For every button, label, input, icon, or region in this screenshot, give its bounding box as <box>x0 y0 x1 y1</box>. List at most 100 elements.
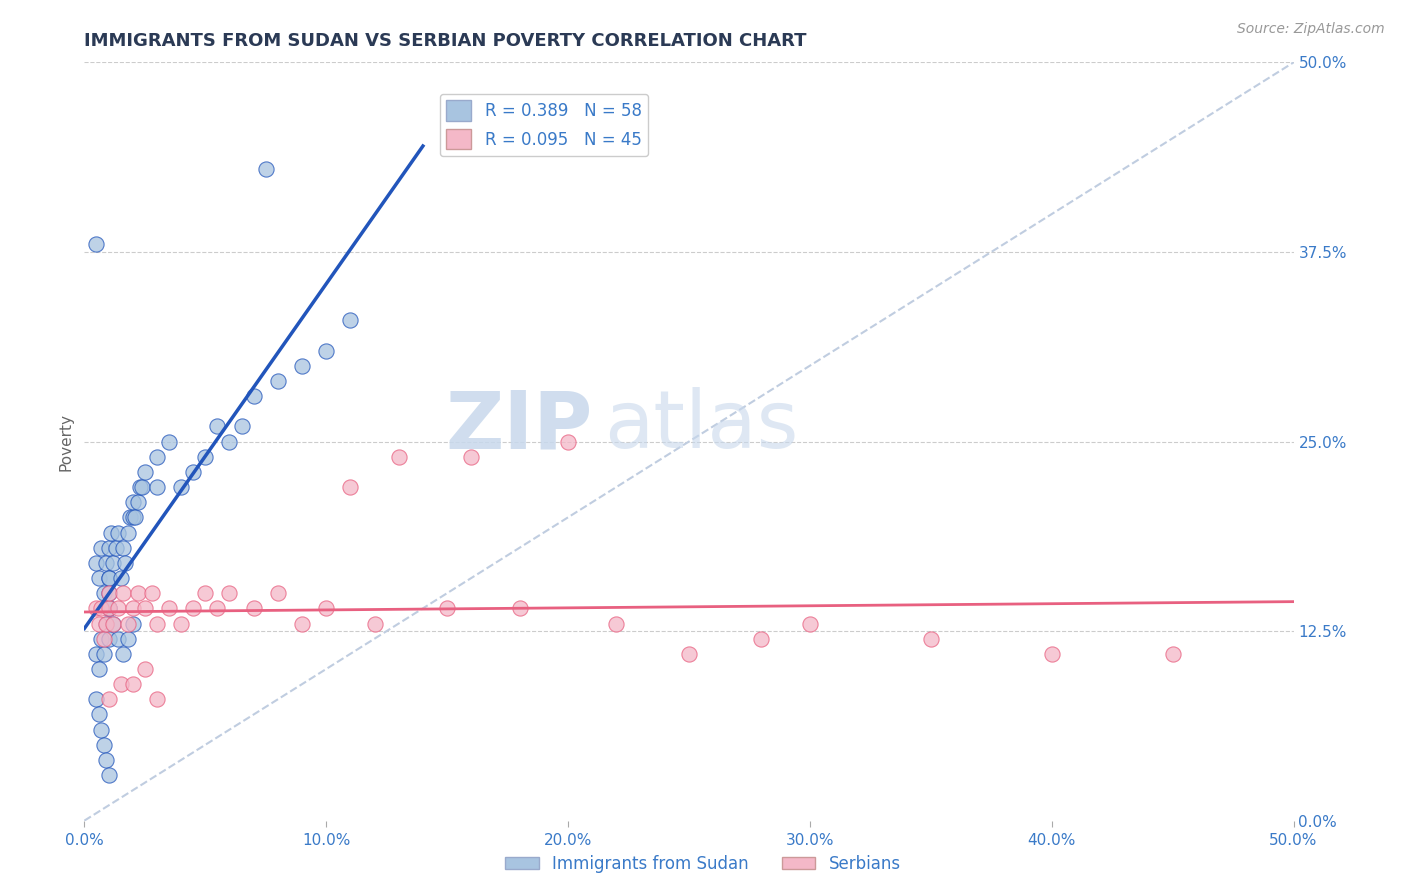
Point <box>87 616 110 631</box>
Text: Source: ZipAtlas.com: Source: ZipAtlas.com <box>1237 22 1385 37</box>
Point <box>97 601 120 615</box>
Point <box>97 586 120 600</box>
Point <box>242 601 264 615</box>
Point <box>86 556 108 570</box>
Point <box>339 480 361 494</box>
Legend: Immigrants from Sudan, Serbians: Immigrants from Sudan, Serbians <box>499 848 907 880</box>
Point <box>93 738 115 752</box>
Point <box>110 571 132 585</box>
Point <box>117 525 139 540</box>
Point <box>120 510 142 524</box>
Point <box>181 465 204 479</box>
Point <box>605 616 627 631</box>
Point <box>110 677 132 691</box>
Point <box>117 616 139 631</box>
Point <box>97 601 120 615</box>
Point <box>107 525 129 540</box>
Point <box>94 556 117 570</box>
Point <box>93 586 115 600</box>
Point <box>94 753 117 767</box>
Point <box>291 616 314 631</box>
Point <box>141 586 163 600</box>
Point <box>267 586 290 600</box>
Point <box>170 616 193 631</box>
Point <box>121 601 143 615</box>
Point <box>93 632 115 646</box>
Point <box>129 480 152 494</box>
Point <box>112 586 135 600</box>
Point <box>1161 647 1184 661</box>
Text: atlas: atlas <box>605 387 799 466</box>
Point <box>146 480 169 494</box>
Point <box>107 601 129 615</box>
Point <box>103 616 125 631</box>
Point <box>117 632 139 646</box>
Point <box>557 434 579 449</box>
Point <box>103 616 125 631</box>
Point <box>104 541 127 555</box>
Point <box>218 434 240 449</box>
Point <box>339 313 361 327</box>
Point <box>267 374 290 388</box>
Point <box>112 541 135 555</box>
Point <box>124 510 146 524</box>
Point <box>97 571 120 585</box>
Point <box>97 601 120 615</box>
Point <box>97 586 120 600</box>
Y-axis label: Poverty: Poverty <box>58 412 73 471</box>
Point <box>86 692 108 706</box>
Point <box>127 495 149 509</box>
Point <box>90 632 112 646</box>
Point <box>242 389 264 403</box>
Point <box>799 616 821 631</box>
Point <box>751 632 773 646</box>
Point <box>509 601 531 615</box>
Point <box>146 450 169 464</box>
Point <box>1040 647 1063 661</box>
Point <box>134 662 156 676</box>
Point <box>97 632 120 646</box>
Point <box>207 419 229 434</box>
Point <box>146 616 169 631</box>
Point <box>157 601 180 615</box>
Legend: R = 0.389   N = 58, R = 0.095   N = 45: R = 0.389 N = 58, R = 0.095 N = 45 <box>440 94 648 156</box>
Point <box>315 601 337 615</box>
Point <box>121 510 143 524</box>
Point <box>146 692 169 706</box>
Point <box>86 237 108 252</box>
Point <box>170 480 193 494</box>
Point <box>920 632 942 646</box>
Point <box>94 616 117 631</box>
Point <box>90 541 112 555</box>
Point <box>231 419 253 434</box>
Point <box>315 343 337 358</box>
Point <box>254 161 277 176</box>
Point <box>127 586 149 600</box>
Point <box>94 616 117 631</box>
Point <box>121 495 143 509</box>
Point <box>97 692 120 706</box>
Point <box>194 586 217 600</box>
Point <box>112 647 135 661</box>
Point <box>97 541 120 555</box>
Point <box>134 601 156 615</box>
Point <box>181 601 204 615</box>
Text: IMMIGRANTS FROM SUDAN VS SERBIAN POVERTY CORRELATION CHART: IMMIGRANTS FROM SUDAN VS SERBIAN POVERTY… <box>84 32 807 50</box>
Point <box>363 616 385 631</box>
Point <box>131 480 153 494</box>
Point <box>207 601 229 615</box>
Point <box>93 647 115 661</box>
Point <box>87 662 110 676</box>
Point <box>194 450 217 464</box>
Text: ZIP: ZIP <box>444 387 592 466</box>
Point <box>121 677 143 691</box>
Point <box>291 359 314 373</box>
Point <box>107 632 129 646</box>
Point <box>87 571 110 585</box>
Point <box>218 586 240 600</box>
Point <box>90 601 112 615</box>
Point <box>460 450 482 464</box>
Point <box>100 525 122 540</box>
Point <box>678 647 700 661</box>
Point <box>86 601 108 615</box>
